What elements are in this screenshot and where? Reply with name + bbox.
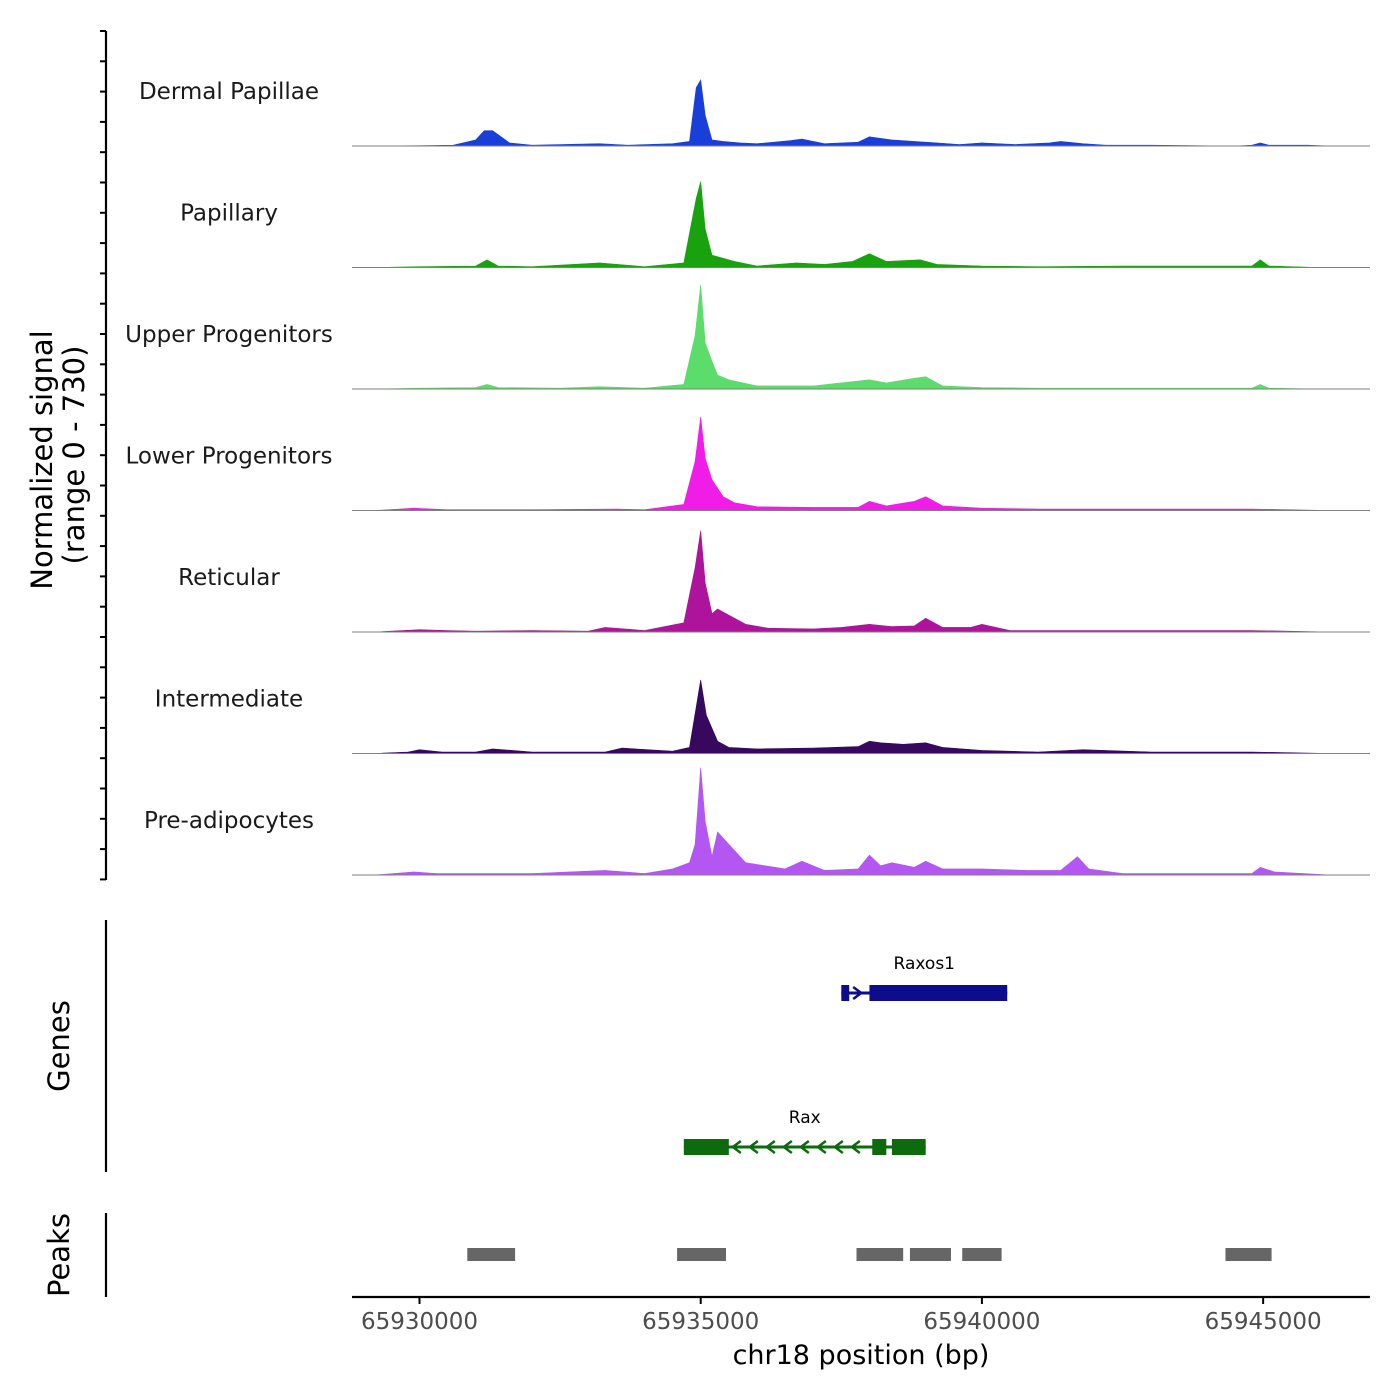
- track-label-papillary: Papillary: [180, 201, 278, 227]
- strand-arrow: [781, 1140, 793, 1154]
- x-tick-label: 65935000: [642, 1309, 759, 1335]
- gene-exon: [891, 1139, 926, 1155]
- gene-exon: [872, 1139, 887, 1155]
- genes-axis-title: Genes: [42, 1000, 76, 1092]
- coverage-area-pre-adipocytes: [374, 767, 1331, 876]
- y-axis-title-line2: (range 0 - 730): [57, 346, 91, 565]
- peak-region: [1225, 1248, 1272, 1261]
- track-label-upper-progenitors: Upper Progenitors: [125, 322, 333, 348]
- track-label-pre-adipocytes: Pre-adipocytes: [144, 808, 314, 834]
- strand-arrow: [730, 1140, 742, 1154]
- gene-annotations: Raxos1 Rax: [683, 954, 1008, 1155]
- strand-arrow: [832, 1140, 844, 1154]
- track-labels: Dermal Papillae Papillary Upper Progenitor…: [125, 79, 333, 834]
- x-tick-label: 65945000: [1205, 1309, 1322, 1335]
- coverage-area-papillary: [374, 181, 1320, 268]
- track-label-intermediate: Intermediate: [155, 687, 303, 713]
- strand-arrow: [849, 1140, 861, 1154]
- x-axis-title: chr18 position (bp): [733, 1340, 990, 1371]
- strand-arrow: [764, 1140, 776, 1154]
- gene-label-raxos1: Raxos1: [894, 954, 955, 974]
- x-tick-label: 65930000: [361, 1309, 478, 1335]
- coverage-area-reticular: [374, 530, 1331, 633]
- peak-region: [962, 1248, 1002, 1261]
- gene-exon: [841, 985, 850, 1001]
- gene-raxos1: Raxos1: [841, 954, 1008, 1001]
- peaks-axis-title: Peaks: [42, 1213, 76, 1297]
- strand-arrow: [815, 1140, 827, 1154]
- strand-arrow: [852, 986, 864, 1000]
- gene-label-rax: Rax: [789, 1108, 821, 1128]
- y-axis-title-line1: Normalized signal: [25, 330, 59, 589]
- peak-annotations: [467, 1248, 1272, 1261]
- track-label-lower-progenitors: Lower Progenitors: [126, 444, 333, 470]
- coverage-area-lower-progenitors: [374, 416, 1331, 511]
- strand-arrow: [798, 1140, 810, 1154]
- coverage-area-upper-progenitors: [374, 284, 1320, 390]
- peak-region: [856, 1248, 904, 1261]
- strand-arrow: [747, 1140, 759, 1154]
- track-label-dermal-papillae: Dermal Papillae: [139, 79, 319, 105]
- x-tick-label: 65940000: [923, 1309, 1040, 1335]
- x-axis-ticks: 65930000 65935000 65940000 65945000: [361, 1297, 1322, 1335]
- track-label-reticular: Reticular: [178, 565, 280, 591]
- peak-region: [467, 1248, 516, 1261]
- y-axis-ticks: [100, 30, 106, 881]
- coverage-tracks: [352, 79, 1370, 876]
- gene-exon: [869, 985, 1008, 1001]
- peak-region: [677, 1248, 727, 1261]
- gene-exon: [683, 1139, 729, 1155]
- gene-rax: Rax: [683, 1108, 926, 1155]
- coverage-area-intermediate: [374, 679, 1331, 754]
- axes: 65930000 65935000 65940000 65945000: [100, 30, 1370, 1335]
- coverage-area-dermal-papillae: [374, 79, 1331, 147]
- peak-region: [909, 1248, 951, 1261]
